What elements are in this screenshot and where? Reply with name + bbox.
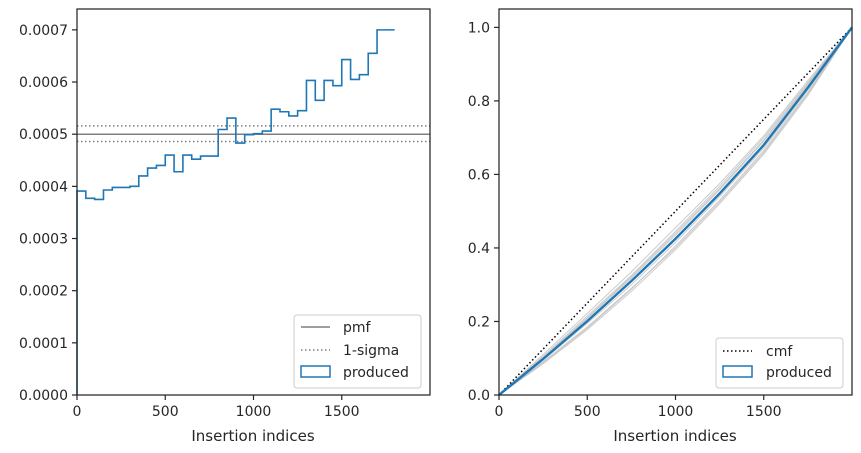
pmf-x-tick-label: 500	[152, 404, 179, 420]
pmf-y-tick-label: 0.0007	[19, 23, 68, 39]
sample-curve	[498, 27, 853, 396]
cmf-legend-label-cmf: cmf	[766, 344, 793, 360]
cmf-y-axis-ticks: 0.0 0.2 0.4 0.6 0.8 1.0	[468, 20, 499, 404]
pmf-y-axis-ticks: 0.0000 0.0001 0.0002 0.0003 0.0004 0.0005 0.00…	[19, 23, 77, 404]
pmf-plot-area	[76, 29, 430, 395]
produced-step-line	[76, 29, 395, 395]
cmf-x-tick-label: 0	[495, 404, 504, 420]
pmf-legend-swatch-produced	[300, 365, 331, 378]
cmf-x-tick-label: 500	[574, 404, 601, 420]
pmf-produced-series	[76, 29, 395, 395]
pmf-x-axis-ticks: 0 500 1000 1500	[73, 395, 360, 420]
pmf-x-axis-label: Insertion indices	[191, 427, 314, 445]
cmf-y-tick-label: 0.2	[468, 314, 490, 330]
pmf-y-tick-label: 0.0006	[19, 75, 68, 91]
pmf-y-tick-label: 0.0003	[19, 232, 68, 248]
produced-cmf-line	[498, 26, 853, 396]
cmf-y-tick-label: 0.4	[468, 241, 490, 257]
cmf-y-tick-label: 0.8	[468, 94, 490, 110]
sample-curve	[498, 27, 853, 396]
cmf-line	[498, 26, 853, 396]
sample-curve	[498, 27, 853, 396]
cmf-x-axis-ticks: 0 500 1000 1500	[495, 395, 782, 420]
cmf-panel: 0 500 1000 1500 0.0 0.2 0.4 0.6 0.8 1.0 Insertio…	[468, 8, 853, 445]
pmf-legend-label-produced: produced	[343, 365, 409, 381]
cmf-axes-frame	[498, 8, 853, 396]
cmf-x-tick-label: 1500	[746, 404, 782, 420]
pmf-panel: 0 500 1000 1500 0.00000.00010.00020.00030.0…	[19, 8, 431, 445]
cmf-plot-area	[498, 26, 853, 396]
pmf-x-tick-label: 0	[73, 404, 82, 420]
cmf-y-tick-label: 0.0	[468, 388, 490, 404]
pmf-y-tick-label: 0.0005	[19, 127, 68, 143]
cmf-legend: cmf produced	[715, 337, 844, 389]
cmf-x-tick-label: 1000	[658, 404, 694, 420]
pmf-x-tick-label: 1500	[324, 404, 360, 420]
sample-curve	[498, 27, 853, 396]
pmf-legend-label-pmf: pmf	[343, 320, 372, 336]
pmf-y-tick-label: 0.0002	[19, 284, 68, 300]
cmf-x-axis-label: Insertion indices	[613, 427, 736, 445]
cmf-legend-label-produced: produced	[766, 365, 832, 381]
pmf-y-tick-label: 0.0004	[19, 179, 68, 195]
sample-curve	[498, 27, 853, 396]
pmf-legend-label-sigma: 1-sigma	[343, 343, 399, 359]
cmf-y-tick-label: 0.6	[468, 167, 490, 183]
sample-curve	[498, 27, 853, 396]
cmf-legend-swatch-produced	[722, 365, 753, 378]
cmf-y-tick-label: 1.0	[468, 20, 490, 36]
pmf-y-tick-label: 0.0001	[19, 336, 68, 352]
pmf-legend-box	[293, 314, 422, 389]
pmf-x-tick-label: 1000	[236, 404, 272, 420]
pmf-y-tick-label: 0.0000	[19, 388, 68, 404]
pmf-legend: pmf 1-sigma produced	[293, 314, 422, 389]
cmf-series-lines	[498, 26, 853, 396]
